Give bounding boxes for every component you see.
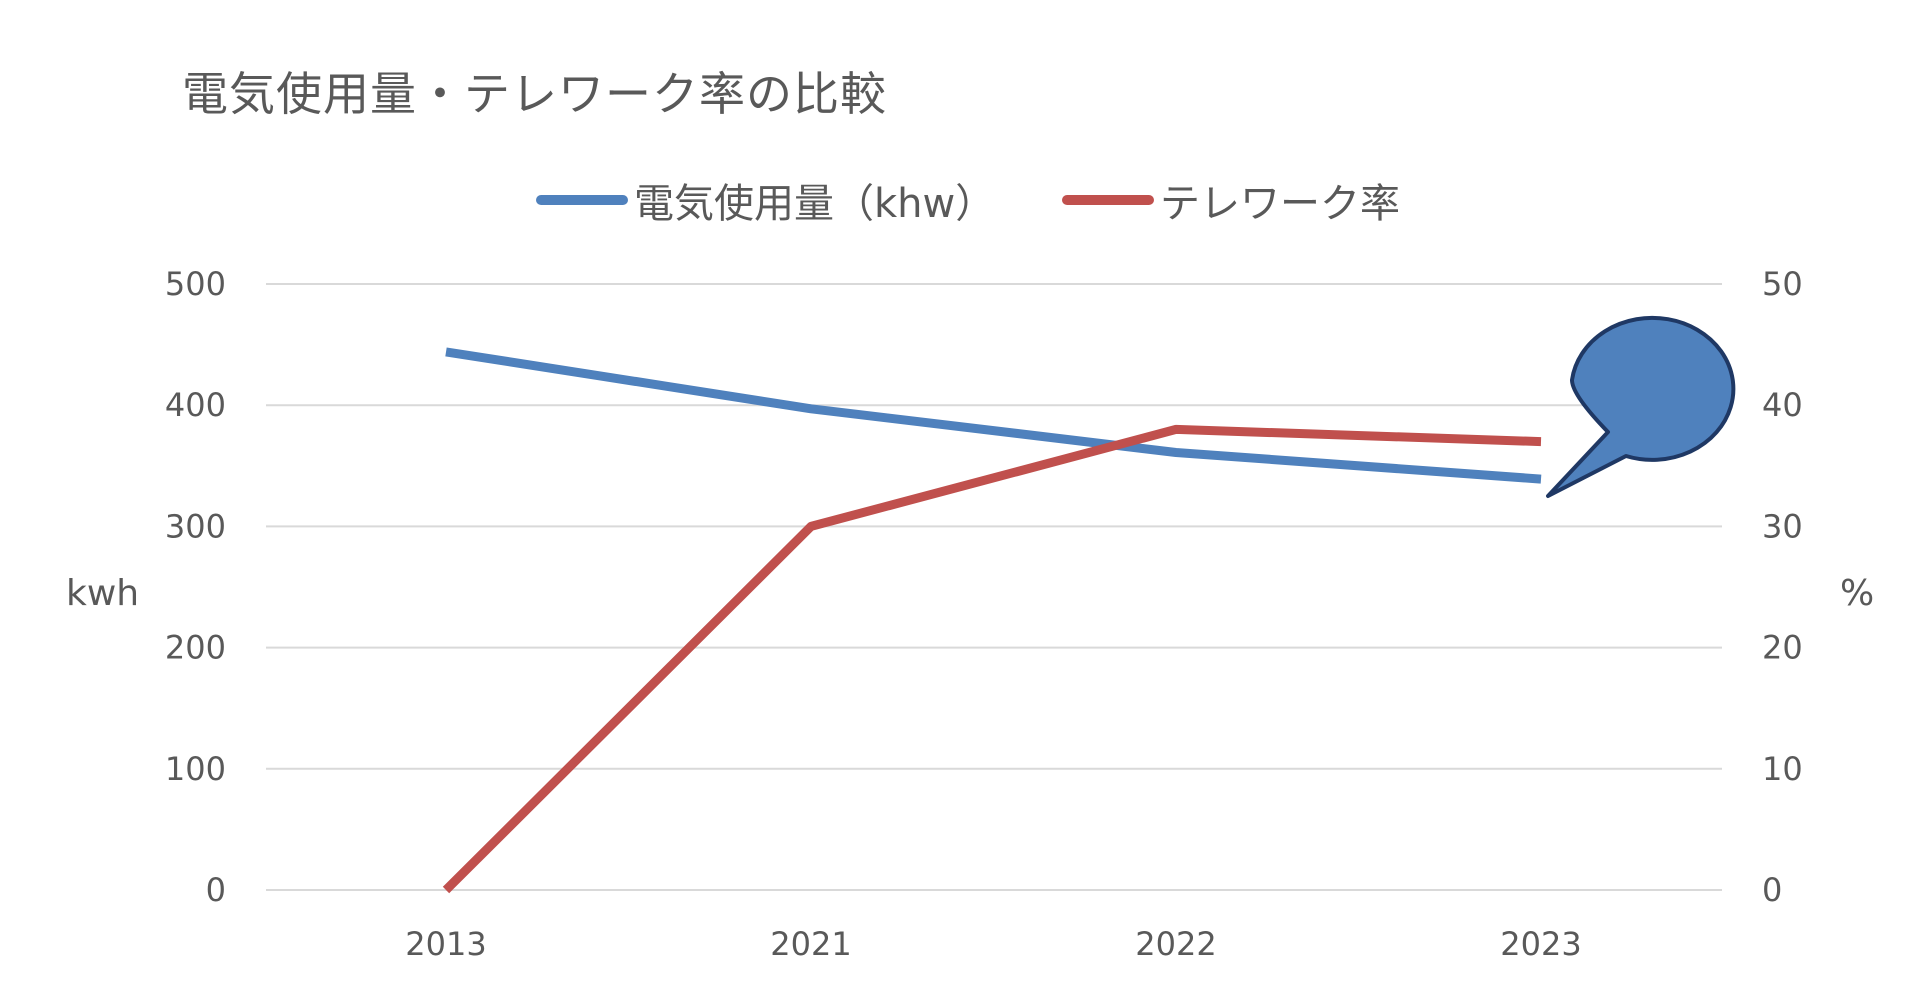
speech-bubble-callout [1546, 315, 1736, 498]
chart-legend: 電気使用量（khw） テレワーク率 [0, 170, 1920, 230]
y-axis-title: kwh [66, 573, 139, 614]
x-tick-label: 2023 [1500, 925, 1581, 963]
x-tick-label: 2022 [1135, 925, 1216, 963]
y-tick-label: 300 [165, 507, 226, 545]
y2-tick-label: 0 [1762, 871, 1782, 909]
series-lines [442, 347, 1542, 894]
y-tick-label: 500 [165, 265, 226, 303]
x-tick-label: 2013 [405, 925, 486, 963]
y2-axis-title: % [1840, 573, 1874, 614]
y-tick-label: 400 [165, 386, 226, 424]
y-tick-label: 100 [165, 750, 226, 788]
legend-label-telework: テレワーク率 [1160, 181, 1400, 227]
legend-swatch-telework [1062, 195, 1154, 205]
y-tick-label: 200 [165, 629, 226, 667]
chart-title: 電気使用量・テレワーク率の比較 [182, 67, 887, 121]
speech-bubble-shape [1546, 315, 1736, 498]
x-tick-label: 2021 [770, 925, 851, 963]
legend-swatch-electricity [536, 195, 628, 205]
y2-tick-label: 30 [1762, 507, 1803, 545]
series-line-telework [442, 424, 1542, 894]
legend-item-telework: テレワーク率 [1062, 170, 1400, 230]
series-line-electricity [445, 347, 1542, 484]
legend-item-electricity: 電気使用量（khw） [536, 170, 995, 230]
y2-tick-label: 10 [1762, 750, 1803, 788]
y2-tick-label: 20 [1762, 629, 1803, 667]
legend-label-electricity: 電気使用量（khw） [634, 181, 996, 227]
right-axis-ticks: 0 10 20 30 40 50 [1762, 265, 1803, 909]
x-axis-ticks: 2013 2021 2022 2023 [405, 925, 1581, 963]
y-tick-label: 0 [206, 871, 226, 909]
y2-tick-label: 50 [1762, 265, 1803, 303]
gridlines [266, 283, 1722, 891]
y2-tick-label: 40 [1762, 386, 1803, 424]
left-axis-ticks: 0 100 200 300 400 500 [165, 265, 226, 909]
